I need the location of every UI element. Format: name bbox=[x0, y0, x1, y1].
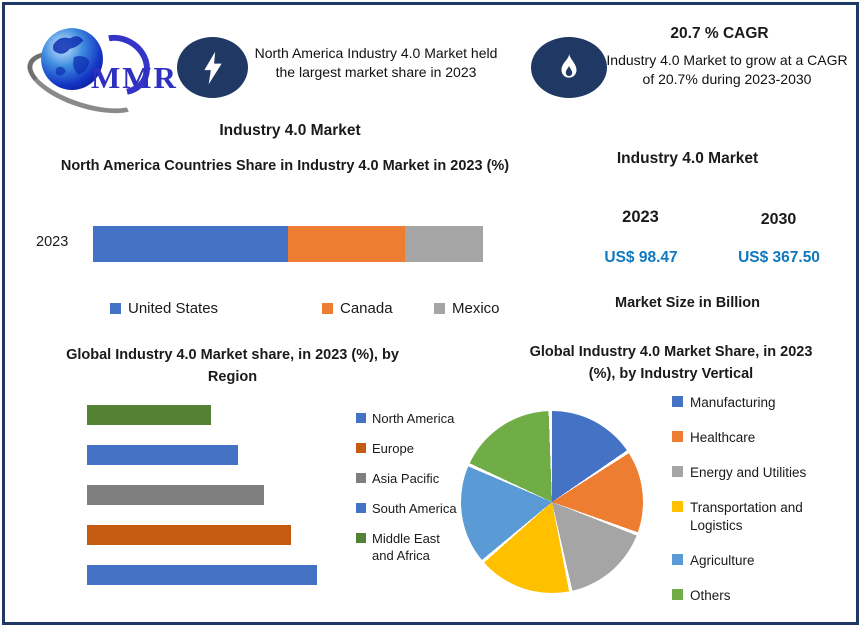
legend-swatch-north-america bbox=[356, 413, 366, 423]
legend-label-south-america: South America bbox=[372, 501, 457, 516]
market-size-caption: Market Size in Billion bbox=[614, 295, 761, 311]
legend-swatch-europe bbox=[356, 443, 366, 453]
legend-item-middle-east-and-africa: Middle East and Africa bbox=[356, 530, 464, 564]
legend-item-united-states: United States bbox=[110, 300, 218, 317]
stacked-segment-canada bbox=[288, 226, 405, 262]
legend-label-energy-and-utilities: Energy and Utilities bbox=[690, 465, 807, 480]
stacked-segment-united-states bbox=[93, 226, 288, 262]
legend-item-north-america: North America bbox=[356, 410, 464, 427]
legend-label-canada: Canada bbox=[340, 300, 393, 317]
legend-swatch-healthcare bbox=[672, 431, 683, 442]
legend-swatch-asia-pacific bbox=[356, 473, 366, 483]
legend-label-north-america: North America bbox=[372, 411, 455, 426]
globe-icon bbox=[41, 28, 103, 90]
lightning-bolt-icon bbox=[203, 51, 222, 84]
legend-label-manufacturing: Manufacturing bbox=[690, 395, 776, 410]
legend-swatch-canada bbox=[322, 303, 333, 314]
legend-swatch-united-states bbox=[110, 303, 121, 314]
legend-label-middle-east-and-africa: Middle East and Africa bbox=[372, 531, 440, 563]
industry-vertical-pie-chart bbox=[461, 411, 643, 593]
legend-item-agriculture: Agriculture bbox=[672, 552, 834, 570]
legend-item-mexico: Mexico bbox=[434, 300, 500, 317]
legend-label-mexico: Mexico bbox=[452, 300, 500, 317]
flame-icon bbox=[561, 53, 577, 78]
market-size-title: Industry 4.0 Market bbox=[616, 150, 759, 167]
bolt-badge bbox=[177, 37, 248, 98]
pie-legend: Manufacturing Healthcare Energy and Util… bbox=[672, 394, 834, 605]
flame-badge bbox=[531, 37, 607, 98]
legend-item-energy-and-utilities: Energy and Utilities bbox=[672, 464, 834, 482]
header-right-note: Industry 4.0 Market to grow at a CAGR of… bbox=[606, 52, 848, 87]
region-bar-middle-east-and-africa bbox=[87, 405, 211, 425]
region-bar-europe bbox=[87, 525, 291, 545]
legend-label-transportation-and-logistics: Transportation and Logistics bbox=[690, 500, 803, 533]
legend-label-asia-pacific: Asia Pacific bbox=[372, 471, 440, 486]
legend-label-others: Others bbox=[690, 588, 731, 603]
legend-item-manufacturing: Manufacturing bbox=[672, 394, 834, 412]
region-bar-north-america bbox=[87, 565, 318, 585]
legend-item-healthcare: Healthcare bbox=[672, 429, 834, 447]
market-size-value-2023: US$ 98.47 bbox=[604, 249, 678, 266]
market-size-value-2030: US$ 367.50 bbox=[738, 249, 820, 266]
legend-item-others: Others bbox=[672, 587, 834, 605]
market-size-year-2023: 2023 bbox=[622, 208, 659, 226]
mmr-logo: MMR bbox=[19, 20, 178, 126]
legend-swatch-agriculture bbox=[672, 554, 683, 565]
legend-swatch-energy-and-utilities bbox=[672, 466, 683, 477]
header-left-note: North America Industry 4.0 Market held t… bbox=[254, 45, 498, 80]
legend-item-asia-pacific: Asia Pacific bbox=[356, 470, 464, 487]
region-legend: North America Europe Asia Pacific South … bbox=[356, 410, 464, 564]
region-bar-asia-pacific bbox=[87, 485, 265, 505]
legend-label-agriculture: Agriculture bbox=[690, 553, 755, 568]
legend-swatch-middle-east-and-africa bbox=[356, 533, 366, 543]
stacked-segment-mexico bbox=[405, 226, 483, 262]
legend-item-canada: Canada bbox=[322, 300, 393, 317]
legend-item-transportation-and-logistics: Transportation and Logistics bbox=[672, 499, 834, 535]
legend-swatch-transportation-and-logistics bbox=[672, 501, 683, 512]
cagr-title: 20.7 % CAGR bbox=[670, 25, 769, 42]
region-bar-south-america bbox=[87, 445, 238, 465]
legend-swatch-others bbox=[672, 589, 683, 600]
legend-label-europe: Europe bbox=[372, 441, 414, 456]
region-bar-chart bbox=[87, 405, 335, 585]
logo-text: MMR bbox=[91, 60, 178, 95]
legend-label-united-states: United States bbox=[128, 300, 219, 317]
legend-swatch-manufacturing bbox=[672, 396, 683, 407]
legend-label-healthcare: Healthcare bbox=[690, 430, 756, 445]
legend-item-south-america: South America bbox=[356, 500, 464, 517]
legend-item-europe: Europe bbox=[356, 440, 464, 457]
left-panel-title: Industry 4.0 Market bbox=[219, 122, 361, 139]
stacked-bar bbox=[93, 226, 483, 262]
market-size-year-2030: 2030 bbox=[760, 211, 797, 228]
stacked-bar-category-label: 2023 bbox=[36, 234, 69, 250]
region-chart-title: Global Industry 4.0 Market share, in 202… bbox=[66, 347, 399, 385]
vertical-chart-title: Global Industry 4.0 Market Share, in 202… bbox=[529, 344, 813, 382]
stacked-chart-title: North America Countries Share in Industr… bbox=[60, 158, 510, 174]
legend-swatch-mexico bbox=[434, 303, 445, 314]
legend-swatch-south-america bbox=[356, 503, 366, 513]
